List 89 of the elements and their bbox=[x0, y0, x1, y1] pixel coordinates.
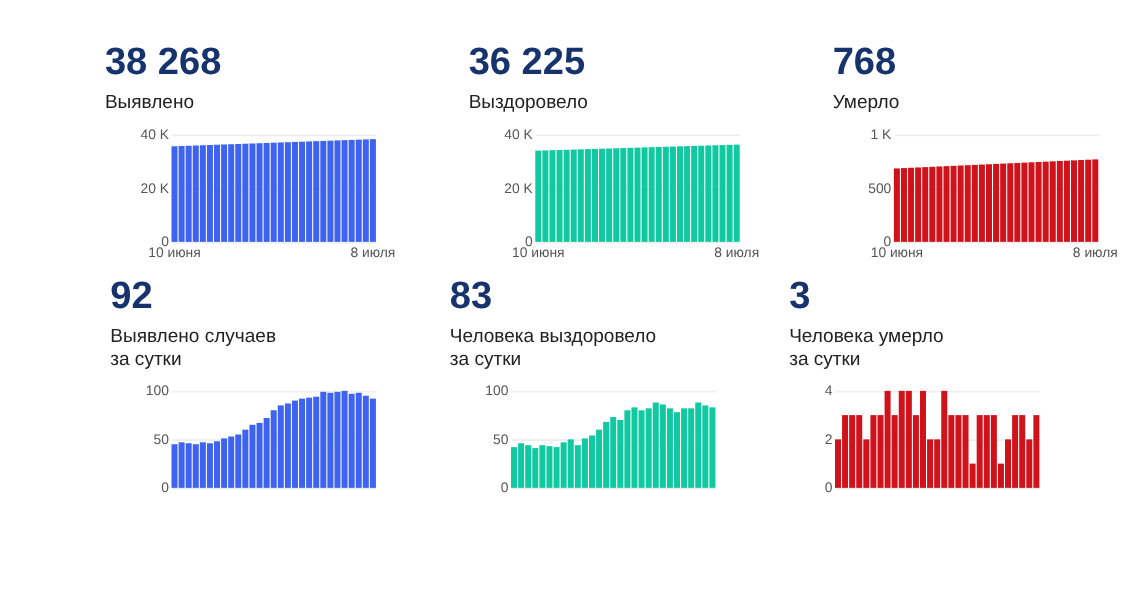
bar bbox=[898, 390, 905, 488]
bar bbox=[313, 396, 320, 488]
bar bbox=[603, 421, 610, 488]
bar bbox=[277, 405, 284, 488]
bar bbox=[348, 393, 355, 488]
bar bbox=[624, 410, 631, 488]
bar bbox=[856, 415, 863, 488]
text: за сутки bbox=[449, 348, 522, 371]
bar bbox=[681, 408, 688, 488]
bar bbox=[610, 417, 617, 488]
bar bbox=[941, 390, 948, 488]
bar bbox=[185, 443, 192, 488]
bar bbox=[673, 412, 681, 488]
bar bbox=[263, 418, 270, 488]
bar bbox=[546, 446, 553, 488]
bar bbox=[596, 429, 603, 488]
bar bbox=[870, 415, 877, 488]
bar bbox=[341, 390, 348, 488]
bar bbox=[320, 391, 327, 488]
bar bbox=[171, 444, 178, 488]
text: за сутки bbox=[110, 348, 182, 371]
text: Человека выздоровело bbox=[449, 326, 657, 349]
chart-title: 3 bbox=[789, 275, 811, 318]
bar bbox=[334, 391, 341, 488]
bar bbox=[355, 392, 362, 488]
bar bbox=[199, 442, 206, 488]
chart-subtitle: Выздоровело bbox=[468, 92, 588, 115]
chart-subtitle: Умерло bbox=[832, 92, 900, 115]
bar bbox=[983, 415, 990, 488]
bar bbox=[955, 415, 962, 488]
bar bbox=[518, 443, 525, 488]
bar bbox=[178, 442, 185, 488]
bar bbox=[249, 424, 256, 488]
bar bbox=[990, 415, 997, 488]
bar bbox=[574, 445, 581, 488]
bar bbox=[884, 390, 891, 488]
bar bbox=[709, 407, 716, 488]
bar bbox=[206, 443, 213, 488]
bar bbox=[228, 436, 235, 488]
bar bbox=[638, 410, 645, 488]
bar bbox=[299, 398, 306, 488]
bar bbox=[327, 392, 334, 488]
bar bbox=[256, 422, 263, 488]
text: за сутки bbox=[789, 348, 861, 371]
bar bbox=[567, 439, 574, 488]
bar bbox=[695, 402, 702, 488]
bar bbox=[702, 405, 709, 488]
bar bbox=[306, 397, 313, 488]
bar bbox=[688, 408, 695, 488]
chart-title: 38 268 bbox=[104, 41, 222, 84]
bar bbox=[235, 434, 242, 488]
bar bbox=[659, 404, 666, 488]
bar bbox=[221, 438, 228, 488]
text: Человека умерло bbox=[789, 326, 944, 349]
bar bbox=[511, 447, 518, 488]
bar bbox=[192, 444, 199, 488]
text: Выявлено случаев bbox=[110, 326, 277, 349]
chart-subtitle: Выявлено bbox=[104, 92, 195, 115]
chart-title: 36 225 bbox=[468, 41, 586, 84]
bar bbox=[631, 407, 638, 488]
bar bbox=[1019, 415, 1026, 488]
bar bbox=[1012, 415, 1019, 488]
bar bbox=[905, 390, 912, 488]
bar bbox=[242, 429, 249, 488]
bar bbox=[291, 400, 298, 488]
bar bbox=[1033, 415, 1040, 488]
bar bbox=[976, 415, 983, 488]
bar bbox=[652, 402, 659, 488]
bar bbox=[270, 410, 277, 488]
bar bbox=[588, 435, 595, 488]
bar bbox=[842, 415, 849, 488]
bar bbox=[666, 408, 673, 488]
bar bbox=[369, 398, 376, 488]
chart-title: 768 bbox=[832, 41, 897, 84]
bar bbox=[362, 395, 369, 488]
chart-title: 92 bbox=[110, 275, 153, 318]
bar bbox=[560, 442, 567, 488]
bar bbox=[525, 445, 532, 488]
bar bbox=[849, 415, 856, 488]
bar bbox=[645, 408, 652, 488]
chart-title: 83 bbox=[449, 275, 493, 318]
bar bbox=[284, 403, 291, 488]
bar bbox=[581, 438, 588, 488]
bar bbox=[532, 448, 539, 488]
bar bbox=[214, 441, 221, 488]
bar bbox=[962, 415, 969, 488]
bar bbox=[553, 447, 560, 488]
bar bbox=[920, 390, 927, 488]
bar bbox=[539, 445, 546, 488]
